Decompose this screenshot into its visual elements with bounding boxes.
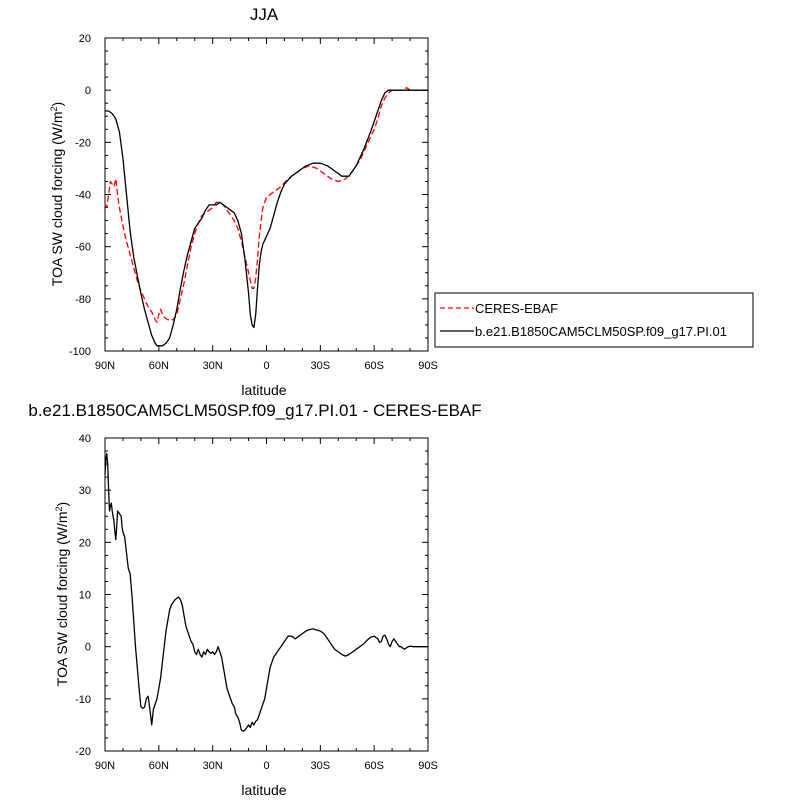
bottom-chart-title: b.e21.B1850CAM5CLM50SP.f09_g17.PI.01 - C… bbox=[28, 401, 481, 420]
bottom-y-tick-label: 30 bbox=[79, 485, 91, 497]
bottom-axis-ticks: 90N 60N 30N 0 30S 60S 90S 40 30 20 10 0 -10 -20 bbox=[75, 433, 438, 772]
top-x-tick-label: 0 bbox=[263, 360, 269, 372]
legend-label-model: b.e21.B1850CAM5CLM50SP.f09_g17.PI.01 bbox=[475, 324, 727, 339]
top-y-tick-label: -40 bbox=[75, 190, 91, 202]
top-x-tick-label: 90S bbox=[418, 360, 438, 372]
bottom-y-axis-label: TOA SW cloud forcing (W/m2) bbox=[54, 502, 70, 686]
bottom-x-tick-label: 30N bbox=[203, 760, 223, 772]
top-x-tick-label: 30S bbox=[311, 360, 331, 372]
top-series-line-ceres-ebaf bbox=[104, 86, 428, 323]
bottom-x-tick-label: 60N bbox=[149, 760, 169, 772]
top-chart: JJA 90N 60N 30N 0 30S 60S 90S 20 0 -20 -40 -60 -80 -1… bbox=[49, 5, 754, 398]
top-plot-frame bbox=[104, 37, 429, 352]
legend-box bbox=[434, 292, 754, 348]
bottom-series-group bbox=[104, 453, 428, 732]
top-y-tick-label: 0 bbox=[85, 85, 91, 97]
bottom-x-tick-label: 30S bbox=[311, 760, 331, 772]
top-y-tick-label: -80 bbox=[75, 294, 91, 306]
top-legend: CERES-EBAF b.e21.B1850CAM5CLM50SP.f09_g1… bbox=[434, 292, 754, 348]
top-x-tick-label: 60N bbox=[149, 360, 169, 372]
top-x-tick-label: 90N bbox=[95, 360, 115, 372]
top-plot-area bbox=[104, 37, 429, 352]
bottom-y-tick-label: 40 bbox=[79, 433, 91, 445]
top-y-axis-label: TOA SW cloud forcing (W/m2) bbox=[49, 102, 65, 286]
top-series-group bbox=[104, 86, 428, 347]
top-axis-ticks: 90N 60N 30N 0 30S 60S 90S 20 0 -20 -40 -60 -80 -100 bbox=[69, 33, 438, 372]
top-x-axis-label: latitude bbox=[241, 382, 286, 398]
bottom-series-line-difference bbox=[104, 453, 428, 732]
top-x-tick-label: 30N bbox=[203, 360, 223, 372]
legend-label-ceres: CERES-EBAF bbox=[475, 301, 558, 316]
bottom-x-tick-label: 0 bbox=[263, 760, 269, 772]
top-y-tick-label: -60 bbox=[75, 242, 91, 254]
bottom-y-tick-label: -20 bbox=[75, 746, 91, 758]
top-y-tick-label: -100 bbox=[69, 346, 91, 358]
bottom-x-tick-label: 90S bbox=[418, 760, 438, 772]
top-y-tick-label: -20 bbox=[75, 137, 91, 149]
top-x-tick-label: 60S bbox=[364, 360, 384, 372]
bottom-y-tick-label: 0 bbox=[85, 642, 91, 654]
bottom-x-tick-label: 60S bbox=[364, 760, 384, 772]
bottom-chart: b.e21.B1850CAM5CLM50SP.f09_g17.PI.01 - C… bbox=[28, 401, 481, 798]
bottom-y-tick-label: 20 bbox=[79, 537, 91, 549]
bottom-x-axis-label: latitude bbox=[241, 782, 286, 798]
top-series-line-model bbox=[105, 89, 428, 347]
bottom-plot-area bbox=[104, 437, 429, 752]
top-y-tick-label: 20 bbox=[79, 33, 91, 45]
bottom-y-tick-label: -10 bbox=[75, 694, 91, 706]
bottom-y-tick-label: 10 bbox=[79, 590, 91, 602]
top-chart-title: JJA bbox=[250, 5, 279, 24]
bottom-x-tick-label: 90N bbox=[95, 760, 115, 772]
